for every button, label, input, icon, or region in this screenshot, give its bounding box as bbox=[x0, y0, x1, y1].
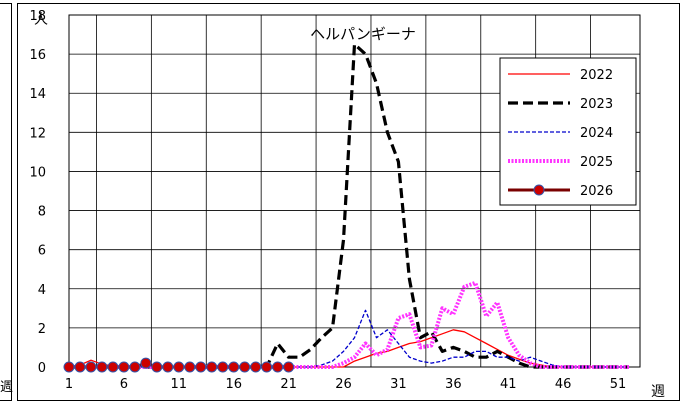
y-tick-label: 14 bbox=[29, 87, 46, 102]
data-point-2026 bbox=[140, 357, 152, 369]
data-point-2026 bbox=[250, 361, 262, 373]
data-point-2026 bbox=[173, 361, 185, 373]
y-tick-label: 6 bbox=[38, 244, 46, 259]
series-layer bbox=[63, 42, 629, 373]
left-x-unit-label: 週 bbox=[0, 380, 14, 395]
data-point-2026 bbox=[96, 361, 108, 373]
data-point-2026 bbox=[228, 361, 240, 373]
x-tick-label: 31 bbox=[390, 377, 407, 392]
data-point-2026 bbox=[283, 361, 295, 373]
data-point-2026 bbox=[74, 361, 86, 373]
y-tick-label: 16 bbox=[29, 48, 46, 63]
y-tick-label: 18 bbox=[29, 9, 46, 24]
data-point-2026 bbox=[195, 361, 207, 373]
y-tick-label: 0 bbox=[38, 361, 46, 376]
data-point-2026 bbox=[239, 361, 251, 373]
data-point-2026 bbox=[162, 361, 174, 373]
legend-marker-2026 bbox=[533, 184, 545, 196]
data-point-2026 bbox=[107, 361, 119, 373]
chart-title: ヘルパンギーナ bbox=[310, 25, 416, 43]
legend-label-2023: 2023 bbox=[580, 97, 613, 112]
y-tick-label: 8 bbox=[38, 205, 46, 220]
x-tick-label: 26 bbox=[335, 377, 352, 392]
x-tick-label: 36 bbox=[445, 377, 462, 392]
x-tick-label: 11 bbox=[171, 377, 188, 392]
y-axis-unit-label: 人 bbox=[34, 12, 48, 28]
data-point-2026 bbox=[184, 361, 196, 373]
data-point-2026 bbox=[151, 361, 163, 373]
legend-label-2025: 2025 bbox=[580, 155, 613, 170]
y-tick-label: 10 bbox=[29, 165, 46, 180]
x-axis-unit-label: 週 bbox=[651, 384, 665, 400]
y-tick-label: 12 bbox=[29, 126, 46, 141]
x-tick-label: 21 bbox=[280, 377, 297, 392]
data-point-2026 bbox=[129, 361, 141, 373]
data-point-2026 bbox=[217, 361, 229, 373]
data-point-2026 bbox=[85, 361, 97, 373]
data-point-2026 bbox=[118, 361, 130, 373]
data-point-2026 bbox=[261, 361, 273, 373]
x-tick-label: 1 bbox=[65, 377, 73, 392]
data-point-2026 bbox=[206, 361, 218, 373]
data-point-2026 bbox=[272, 361, 284, 373]
left-panel bbox=[0, 3, 12, 401]
x-tick-label: 16 bbox=[225, 377, 242, 392]
y-tick-label: 4 bbox=[38, 283, 46, 298]
y-tick-label: 2 bbox=[38, 322, 46, 337]
x-tick-label: 41 bbox=[500, 377, 517, 392]
legend-label-2024: 2024 bbox=[580, 126, 613, 141]
x-tick-label: 46 bbox=[555, 377, 572, 392]
legend-label-2022: 2022 bbox=[580, 68, 613, 83]
legend-label-2026: 2026 bbox=[580, 184, 613, 199]
x-tick-label: 6 bbox=[120, 377, 128, 392]
data-point-2026 bbox=[63, 361, 75, 373]
x-tick-label: 51 bbox=[610, 377, 627, 392]
series-line-2025 bbox=[69, 280, 629, 369]
legend: 2022 2023 2024 2025 2026 bbox=[499, 57, 637, 206]
chart-frame: 0 2 4 6 8 10 12 14 16 18 1 6 11 16 21 26 31 36 41 46 51 2022… bbox=[17, 3, 680, 401]
